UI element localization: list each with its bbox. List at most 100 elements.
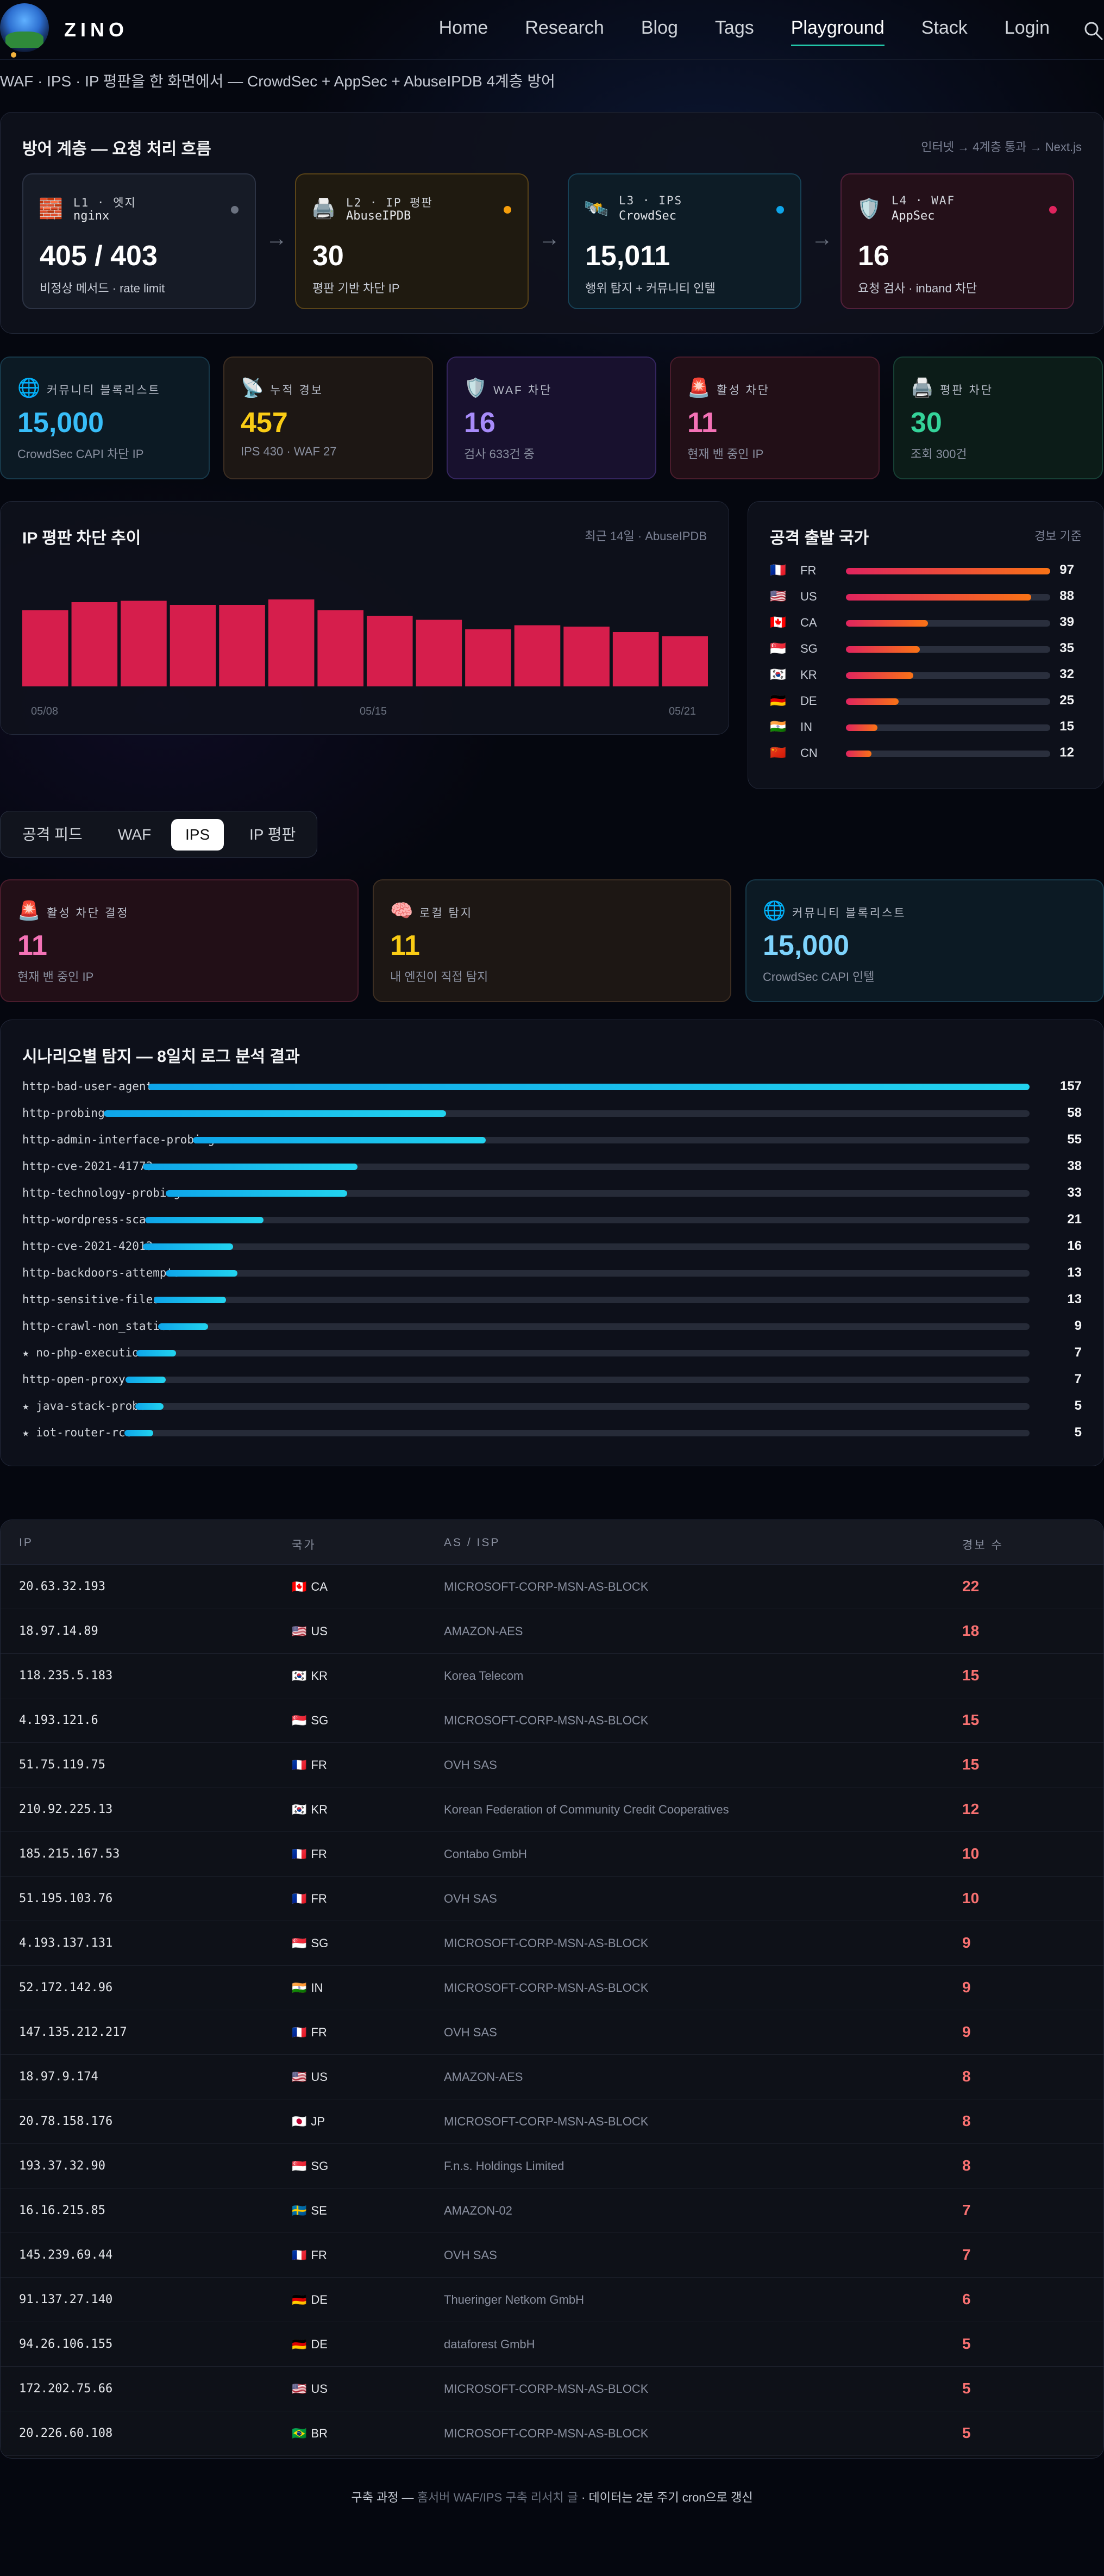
alert-count: 5: [962, 2424, 971, 2441]
scenario-bar-fill: [136, 1350, 177, 1356]
scenario-count: 7: [1074, 1345, 1082, 1360]
tab-4[interactable]: IP 평판: [249, 826, 296, 843]
ip-address[interactable]: 193.37.32.90: [19, 2159, 105, 2173]
country-code: FR: [800, 564, 817, 577]
scenario-bar-track: [166, 1270, 1030, 1277]
table-row[interactable]: 185.215.167.53 🇫🇷 FR Contabo GmbH 10: [1, 1832, 1103, 1877]
reputation-bar[interactable]: [416, 620, 462, 687]
reputation-bar[interactable]: [367, 616, 413, 686]
table-row[interactable]: 94.26.106.155 🇩🇪 DE dataforest GmbH 5: [1, 2322, 1103, 2367]
site-header: ZINO Home Research Blog Tags Playground Stack…: [0, 0, 1104, 60]
search-icon[interactable]: [1082, 20, 1104, 41]
country-cell: 🇫🇷 FR: [292, 1892, 327, 1906]
reputation-bar[interactable]: [219, 605, 265, 686]
table-row[interactable]: 118.235.5.183 🇰🇷 KR Korea Telecom 15: [1, 1654, 1103, 1698]
ip-address[interactable]: 52.172.142.96: [19, 1981, 113, 1994]
siren-icon: 🚨: [687, 378, 711, 398]
table-row[interactable]: 91.137.27.140 🇩🇪 DE Thueringer Netkom GmbH 6: [1, 2278, 1103, 2322]
as-isp: MICROSOFT-CORP-MSN-AS-BLOCK: [444, 1580, 649, 1593]
reputation-bar[interactable]: [612, 632, 659, 686]
reputation-bar[interactable]: [268, 599, 315, 686]
table-row[interactable]: 145.239.69.44 🇫🇷 FR OVH SAS 7: [1, 2233, 1103, 2278]
stat-card-4: 🚨 활성 차단 11 현재 밴 중인 IP: [670, 357, 880, 479]
table-row[interactable]: 16.16.215.85 🇸🇪 SE AMAZON-02 7: [1, 2189, 1103, 2233]
layer-engine: CrowdSec: [619, 209, 676, 223]
table-row[interactable]: 51.195.103.76 🇫🇷 FR OVH SAS 10: [1, 1877, 1103, 1921]
reputation-bar-chart: 05/08 05/15 05/21: [22, 599, 708, 717]
ip-address[interactable]: 20.78.158.176: [19, 2115, 113, 2128]
ip-address[interactable]: 94.26.106.155: [19, 2337, 113, 2351]
attack-countries-panel: 공격 출발 국가 경보 기준 🇫🇷 FR 97 🇺🇸 US 88 🇨🇦 CA 39 🇸🇬 SG 35 🇰…: [748, 501, 1104, 789]
nav-blog[interactable]: Blog: [641, 17, 678, 38]
table-row[interactable]: 172.202.75.66 🇺🇸 US MICROSOFT-CORP-MSN-AS-B…: [1, 2367, 1103, 2411]
table-row[interactable]: 18.97.9.174 🇺🇸 US AMAZON-AES 8: [1, 2055, 1103, 2099]
reputation-bar[interactable]: [662, 636, 708, 687]
reputation-bar[interactable]: [563, 627, 610, 686]
nav-tags[interactable]: Tags: [714, 17, 754, 38]
as-isp: AMAZON-AES: [444, 1624, 523, 1638]
table-row[interactable]: 210.92.225.13 🇰🇷 KR Korean Federation of Co…: [1, 1787, 1103, 1832]
ip-address[interactable]: 18.97.14.89: [19, 1624, 98, 1638]
header-as-isp[interactable]: AS / ISP: [444, 1536, 500, 1549]
table-row[interactable]: 51.75.119.75 🇫🇷 FR OVH SAS 15: [1, 1743, 1103, 1787]
tab-2[interactable]: WAF: [118, 826, 152, 843]
alert-count: 8: [962, 2157, 971, 2174]
ip-address[interactable]: 51.195.103.76: [19, 1892, 113, 1905]
table-row[interactable]: 4.193.121.6 🇸🇬 SG MICROSOFT-CORP-MSN-AS-BLO…: [1, 1698, 1103, 1743]
brand-name[interactable]: ZINO: [64, 18, 128, 41]
tab-3[interactable]: IPS: [171, 819, 224, 851]
layer-card-2: 🖨️ L2 · IP 평판 AbuseIPDB 30 평판 기반 차단 IP: [295, 173, 529, 309]
nav-stack[interactable]: Stack: [921, 17, 968, 38]
ip-address[interactable]: 210.92.225.13: [19, 1803, 113, 1816]
ip-address[interactable]: 20.63.32.193: [19, 1580, 105, 1593]
ip-address[interactable]: 185.215.167.53: [19, 1847, 120, 1861]
reputation-bar[interactable]: [465, 629, 511, 686]
ip-address[interactable]: 118.235.5.183: [19, 1669, 113, 1683]
header-alert-count[interactable]: 경보 수: [962, 1539, 1003, 1552]
table-row[interactable]: 20.78.158.176 🇯🇵 JP MICROSOFT-CORP-MSN-AS-B…: [1, 2099, 1103, 2144]
reputation-bar[interactable]: [514, 625, 561, 687]
ip-address[interactable]: 145.239.69.44: [19, 2248, 113, 2262]
table-row[interactable]: 20.226.60.108 🇧🇷 BR MICROSOFT-CORP-MSN-AS-B…: [1, 2411, 1103, 2456]
header-ip[interactable]: IP: [19, 1536, 33, 1549]
ip-address[interactable]: 4.193.121.6: [19, 1714, 98, 1727]
reputation-bar[interactable]: [121, 601, 167, 687]
tab-1[interactable]: 공격 피드: [22, 826, 83, 843]
ip-address[interactable]: 172.202.75.66: [19, 2382, 113, 2396]
country-cell: 🇺🇸 US: [292, 2382, 328, 2396]
ip-address[interactable]: 20.226.60.108: [19, 2427, 113, 2440]
nav-home[interactable]: Home: [438, 17, 488, 38]
nav-login[interactable]: Login: [1004, 17, 1050, 38]
table-row[interactable]: 4.193.137.131 🇸🇬 SG MICROSOFT-CORP-MSN-AS-B…: [1, 1921, 1103, 1966]
table-row[interactable]: 193.37.32.90 🇸🇬 SG F.n.s. Holdings Limited 8: [1, 2144, 1103, 2189]
ip-address[interactable]: 4.193.137.131: [19, 1936, 113, 1950]
ip-address[interactable]: 16.16.215.85: [19, 2204, 105, 2217]
footer-prefix: 구축 과정 —: [351, 2491, 417, 2504]
country-code: DE: [311, 2337, 328, 2351]
ip-address[interactable]: 18.97.9.174: [19, 2070, 98, 2084]
table-row[interactable]: 18.97.14.89 🇺🇸 US AMAZON-AES 18: [1, 1609, 1103, 1654]
footer-research-link[interactable]: 홈서버 WAF/IPS 구축 리서치 글: [417, 2491, 578, 2504]
site-logo[interactable]: [0, 3, 49, 52]
reputation-bar[interactable]: [317, 610, 363, 686]
country-row: 🇨🇳 CN 12: [770, 745, 1074, 761]
country-cell: 🇰🇷 KR: [292, 1803, 328, 1817]
ip-address[interactable]: 147.135.212.217: [19, 2025, 127, 2039]
ip-address[interactable]: 51.75.119.75: [19, 1758, 105, 1772]
country-code: US: [311, 2070, 328, 2084]
as-isp: MICROSOFT-CORP-MSN-AS-BLOCK: [444, 2382, 649, 2396]
reputation-bar[interactable]: [170, 605, 216, 686]
nav-research[interactable]: Research: [525, 17, 604, 38]
table-row[interactable]: 20.63.32.193 🇨🇦 CA MICROSOFT-CORP-MSN-AS-BL…: [1, 1565, 1103, 1609]
table-row[interactable]: 147.135.212.217 🇫🇷 FR OVH SAS 9: [1, 2010, 1103, 2055]
header-country[interactable]: 국가: [292, 1539, 316, 1552]
ip-address[interactable]: 91.137.27.140: [19, 2293, 113, 2306]
reputation-bar[interactable]: [22, 610, 68, 686]
reputation-bar[interactable]: [71, 602, 118, 686]
nav-playground[interactable]: Playground: [791, 17, 885, 46]
scenario-name: http-wordpress-scan: [22, 1213, 153, 1226]
table-row[interactable]: 52.172.142.96 🇮🇳 IN MICROSOFT-CORP-MSN-AS-B…: [1, 1966, 1103, 2010]
alert-count: 8: [962, 2068, 971, 2085]
country-code: US: [311, 2382, 328, 2396]
flag-icon: 🇸🇬: [770, 641, 786, 656]
